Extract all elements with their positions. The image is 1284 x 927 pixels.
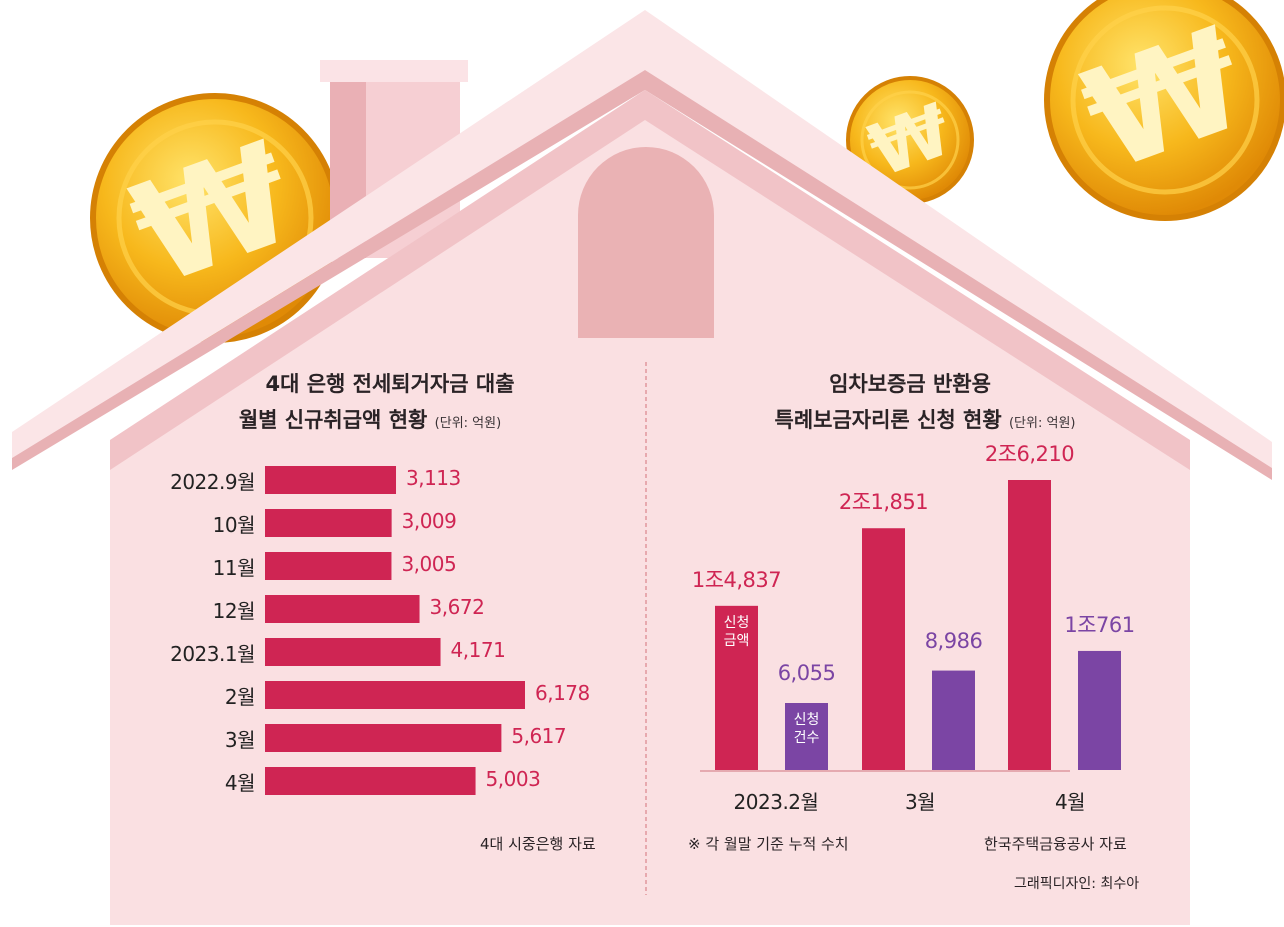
- bar-amount: [862, 528, 905, 770]
- category-label: 2월: [224, 685, 256, 709]
- left-unit: (단위: 억원): [434, 416, 502, 431]
- credit: 그래픽디자인: 최수아: [1014, 876, 1140, 892]
- amount-label: 2조6,210: [984, 442, 1075, 466]
- bar-count: [932, 670, 975, 770]
- bar: [265, 767, 476, 795]
- right-title-line1: 임차보증금 반환용: [829, 372, 991, 396]
- value-label: 3,005: [401, 552, 457, 576]
- left-source: 4대 시중은행 자료: [480, 835, 596, 853]
- bar: [265, 638, 441, 666]
- value-label: 3,672: [429, 595, 485, 619]
- right-title-line2: 특례보금자리론 신청 현황: [774, 408, 1002, 432]
- right-source: 한국주택금융공사 자료: [984, 835, 1127, 853]
- category-label: 10월: [212, 513, 256, 537]
- category-label: 3월: [224, 728, 256, 752]
- category-label: 12월: [212, 599, 256, 623]
- coin-icon: ₩: [1044, 0, 1284, 221]
- bar-count: [785, 703, 828, 770]
- value-label: 5,003: [485, 767, 541, 791]
- value-label: 5,617: [511, 724, 567, 748]
- bar: [265, 681, 525, 709]
- bar: [265, 509, 392, 537]
- bar-count: [1078, 650, 1121, 770]
- inner-label-count: 신청 건수: [793, 712, 820, 746]
- left-title-line1: 4대 은행 전세퇴거자금 대출: [265, 372, 515, 396]
- left-chart-title: 4대 은행 전세퇴거자금 대출 월별 신규취급액 현황 (단위: 억원): [200, 368, 580, 434]
- value-label: 4,171: [450, 638, 506, 662]
- count-label: 6,055: [777, 661, 836, 685]
- bar-amount: [1008, 480, 1051, 770]
- x-axis-label: 3월: [904, 790, 936, 814]
- category-label: 4월: [224, 771, 256, 795]
- category-label: 2023.1월: [170, 642, 255, 666]
- right-unit: (단위: 억원): [1008, 416, 1076, 431]
- bar: [265, 724, 502, 752]
- x-axis-label: 2023.2월: [733, 790, 819, 814]
- value-label: 6,178: [535, 681, 590, 705]
- x-axis-label: 4월: [1054, 790, 1086, 814]
- amount-label: 1조4,837: [691, 567, 782, 592]
- right-chart-title: 임차보증금 반환용 특례보금자리론 신청 현황 (단위: 억원): [720, 368, 1100, 434]
- bar: [265, 552, 392, 580]
- count-label: 1조761: [1064, 612, 1135, 637]
- value-label: 3,113: [406, 466, 461, 490]
- category-label: 2022.9월: [170, 470, 255, 494]
- category-label: 11월: [212, 556, 256, 580]
- right-note: ※ 각 월말 기준 누적 수치: [688, 835, 849, 853]
- count-label: 8,986: [924, 628, 983, 653]
- coin-icon: ₩: [90, 93, 340, 343]
- bar: [265, 595, 420, 623]
- value-label: 3,009: [401, 509, 457, 533]
- amount-label: 2조1,851: [838, 490, 929, 515]
- left-title-line2: 월별 신규취급액 현황: [238, 408, 428, 432]
- bar: [265, 466, 397, 494]
- inner-label-amount: 신청 금액: [723, 614, 750, 649]
- bar-amount: [715, 605, 758, 770]
